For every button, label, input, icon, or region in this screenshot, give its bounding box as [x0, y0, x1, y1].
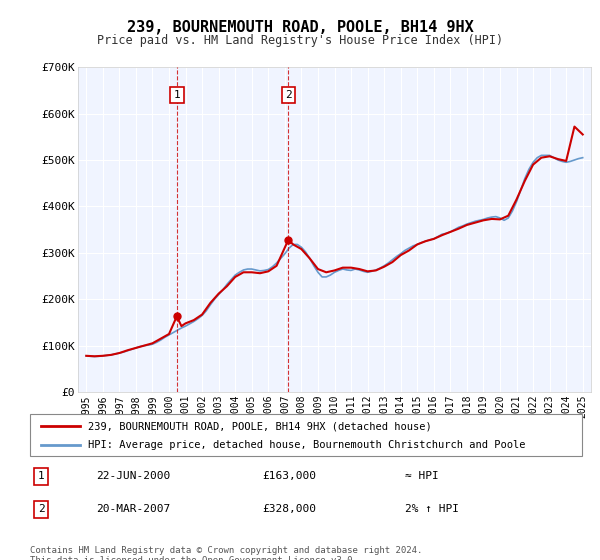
Text: Price paid vs. HM Land Registry's House Price Index (HPI): Price paid vs. HM Land Registry's House …	[97, 34, 503, 46]
Text: 22-JUN-2000: 22-JUN-2000	[96, 472, 170, 482]
FancyBboxPatch shape	[30, 414, 582, 456]
Text: HPI: Average price, detached house, Bournemouth Christchurch and Poole: HPI: Average price, detached house, Bour…	[88, 440, 526, 450]
Text: £163,000: £163,000	[262, 472, 316, 482]
Text: £328,000: £328,000	[262, 505, 316, 515]
Text: 239, BOURNEMOUTH ROAD, POOLE, BH14 9HX (detached house): 239, BOURNEMOUTH ROAD, POOLE, BH14 9HX (…	[88, 421, 432, 431]
Text: Contains HM Land Registry data © Crown copyright and database right 2024.
This d: Contains HM Land Registry data © Crown c…	[30, 546, 422, 560]
Text: 2: 2	[38, 505, 44, 515]
Text: 2: 2	[285, 90, 292, 100]
Text: 2% ↑ HPI: 2% ↑ HPI	[406, 505, 460, 515]
Text: ≈ HPI: ≈ HPI	[406, 472, 439, 482]
Text: 1: 1	[38, 472, 44, 482]
Text: 20-MAR-2007: 20-MAR-2007	[96, 505, 170, 515]
Text: 1: 1	[173, 90, 180, 100]
Text: 239, BOURNEMOUTH ROAD, POOLE, BH14 9HX: 239, BOURNEMOUTH ROAD, POOLE, BH14 9HX	[127, 20, 473, 35]
